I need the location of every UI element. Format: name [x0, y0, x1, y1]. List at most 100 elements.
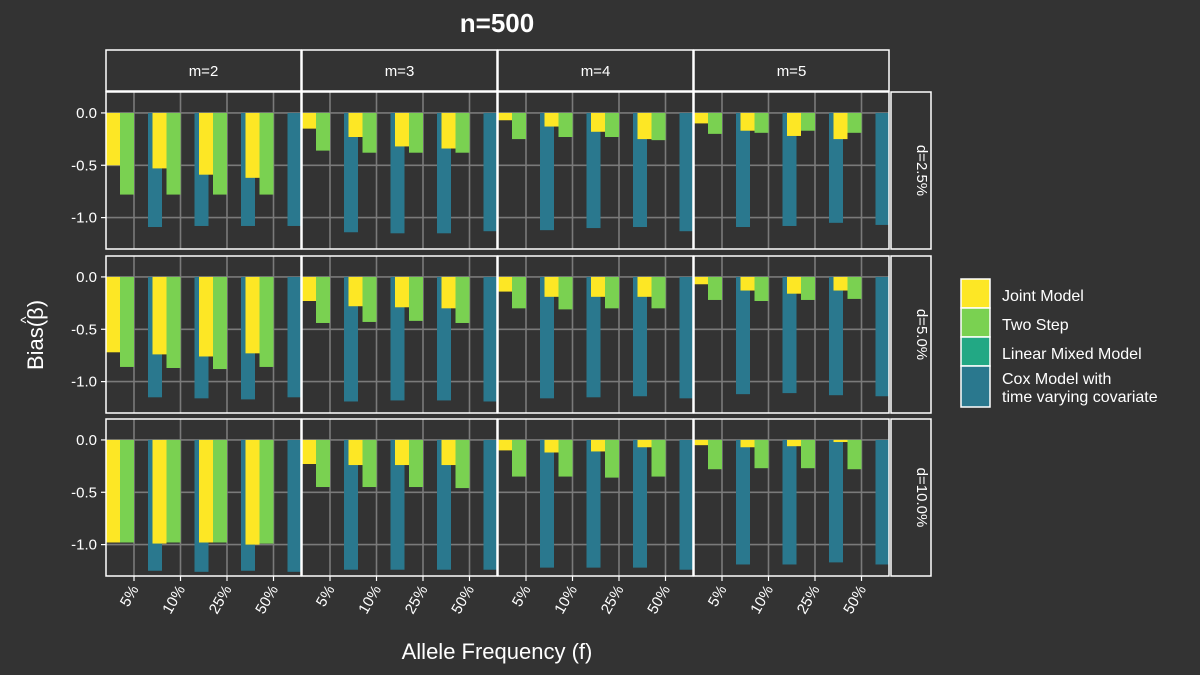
- bar-joint-model: [498, 112, 512, 121]
- bar-two-step: [120, 112, 134, 195]
- panel-border: [301, 418, 498, 577]
- bar-two-step: [259, 112, 274, 195]
- bar-two-step: [558, 276, 573, 310]
- facet-strip-d=5.0%: [890, 255, 932, 414]
- bar-two-step: [455, 439, 470, 489]
- bar-joint-model: [245, 112, 260, 178]
- x-tick-label: 10%: [747, 583, 777, 618]
- bar-two-step: [120, 276, 134, 367]
- bar-joint-model: [694, 276, 708, 285]
- legend-label: Joint Model: [1002, 288, 1084, 305]
- bar-cox-model-with: [344, 112, 358, 233]
- bar-two-step: [409, 112, 423, 153]
- panel-border: [693, 418, 890, 577]
- bar-joint-model: [199, 439, 213, 543]
- bar-two-step: [362, 439, 377, 488]
- bar-joint-model: [740, 439, 755, 448]
- bar-joint-model: [787, 439, 801, 447]
- bar-joint-model: [637, 439, 652, 448]
- facet-strip-label: d=10.0%: [913, 468, 930, 528]
- bar-joint-model: [106, 112, 120, 166]
- panel-d=2.5%-m=3: [301, 91, 498, 250]
- bar-cox-model-with: [633, 276, 647, 397]
- bar-two-step: [847, 439, 862, 470]
- bar-joint-model: [199, 276, 213, 357]
- bar-two-step: [708, 439, 722, 470]
- bar-two-step: [316, 439, 330, 488]
- bar-joint-model: [302, 276, 316, 302]
- panel-d=10.0%-m=3: [301, 418, 498, 577]
- panel-border: [105, 91, 302, 250]
- bar-two-step: [213, 439, 227, 543]
- y-tick-label: -0.5: [71, 484, 97, 501]
- chart-title: n=500: [460, 8, 534, 38]
- bar-two-step: [847, 112, 862, 133]
- facet-strip-d=10.0%: [890, 418, 932, 577]
- bar-cox-model-with: [344, 439, 358, 570]
- y-tick-label: 0.0: [76, 432, 97, 449]
- bar-two-step: [754, 112, 769, 133]
- panel-border: [497, 91, 694, 250]
- bar-two-step: [651, 439, 666, 477]
- bar-joint-model: [787, 276, 801, 294]
- panel-d=10.0%-m=5: [693, 418, 890, 577]
- bar-two-step: [259, 439, 274, 544]
- legend-label-line2: time varying covariate: [1002, 389, 1158, 406]
- y-axis-title-hat: ^: [18, 316, 35, 323]
- bar-joint-model: [302, 439, 316, 465]
- bar-two-step: [558, 439, 573, 477]
- bar-cox-model-with: [287, 112, 302, 226]
- x-tick-label: 50%: [448, 583, 478, 618]
- x-tick-label: 5%: [313, 583, 339, 610]
- facet-strip-m=2: [105, 49, 302, 92]
- bar-joint-model: [348, 439, 363, 466]
- bar-joint-model: [787, 112, 801, 136]
- bar-two-step: [651, 112, 666, 141]
- bar-joint-model: [441, 439, 456, 466]
- panel-border: [105, 255, 302, 414]
- bar-joint-model: [199, 112, 213, 175]
- bar-joint-model: [591, 439, 605, 452]
- facet-strip-m=4: [497, 49, 694, 92]
- panel-d=10.0%-m=2: [105, 418, 302, 577]
- bar-joint-model: [498, 276, 512, 292]
- bar-two-step: [801, 276, 815, 300]
- bar-joint-model: [544, 276, 559, 297]
- bar-cox-model-with: [390, 439, 405, 570]
- bar-two-step: [847, 276, 862, 299]
- bar-cox-model-with: [540, 439, 554, 568]
- bar-cox-model-with: [633, 439, 647, 568]
- x-tick-label: 25%: [794, 583, 824, 618]
- bar-joint-model: [152, 439, 167, 544]
- bar-cox-model-with: [483, 276, 498, 402]
- x-tick-label: 5%: [509, 583, 535, 610]
- bar-cox-model-with: [875, 112, 890, 225]
- bar-joint-model: [395, 112, 409, 147]
- y-axis-title: Bias(β): [23, 300, 48, 370]
- bar-cox-model-with: [736, 276, 750, 395]
- legend-key-joint-model: [960, 278, 991, 309]
- bar-two-step: [455, 112, 470, 153]
- y-tick-label: -1.0: [71, 537, 97, 554]
- bar-two-step: [558, 112, 573, 138]
- bar-two-step: [512, 439, 526, 477]
- legend-label: Two Step: [1002, 317, 1069, 334]
- bar-cox-model-with: [540, 276, 554, 399]
- bar-cox-model-with: [679, 112, 694, 232]
- facet-strip-label: d=2.5%: [913, 145, 930, 196]
- bar-joint-model: [245, 439, 260, 545]
- bar-cox-model-with: [829, 112, 843, 223]
- x-tick-label: 10%: [159, 583, 189, 618]
- panel-border: [497, 418, 694, 577]
- x-tick-label: 5%: [705, 583, 731, 610]
- bar-joint-model: [544, 439, 559, 453]
- bar-two-step: [605, 276, 619, 309]
- bar-joint-model: [441, 276, 456, 309]
- bar-cox-model-with: [875, 276, 890, 397]
- bar-cox-model-with: [679, 276, 694, 399]
- bar-cox-model-with: [287, 276, 302, 398]
- bar-cox-model-with: [736, 439, 750, 565]
- bar-two-step: [166, 276, 181, 368]
- bar-two-step: [512, 112, 526, 140]
